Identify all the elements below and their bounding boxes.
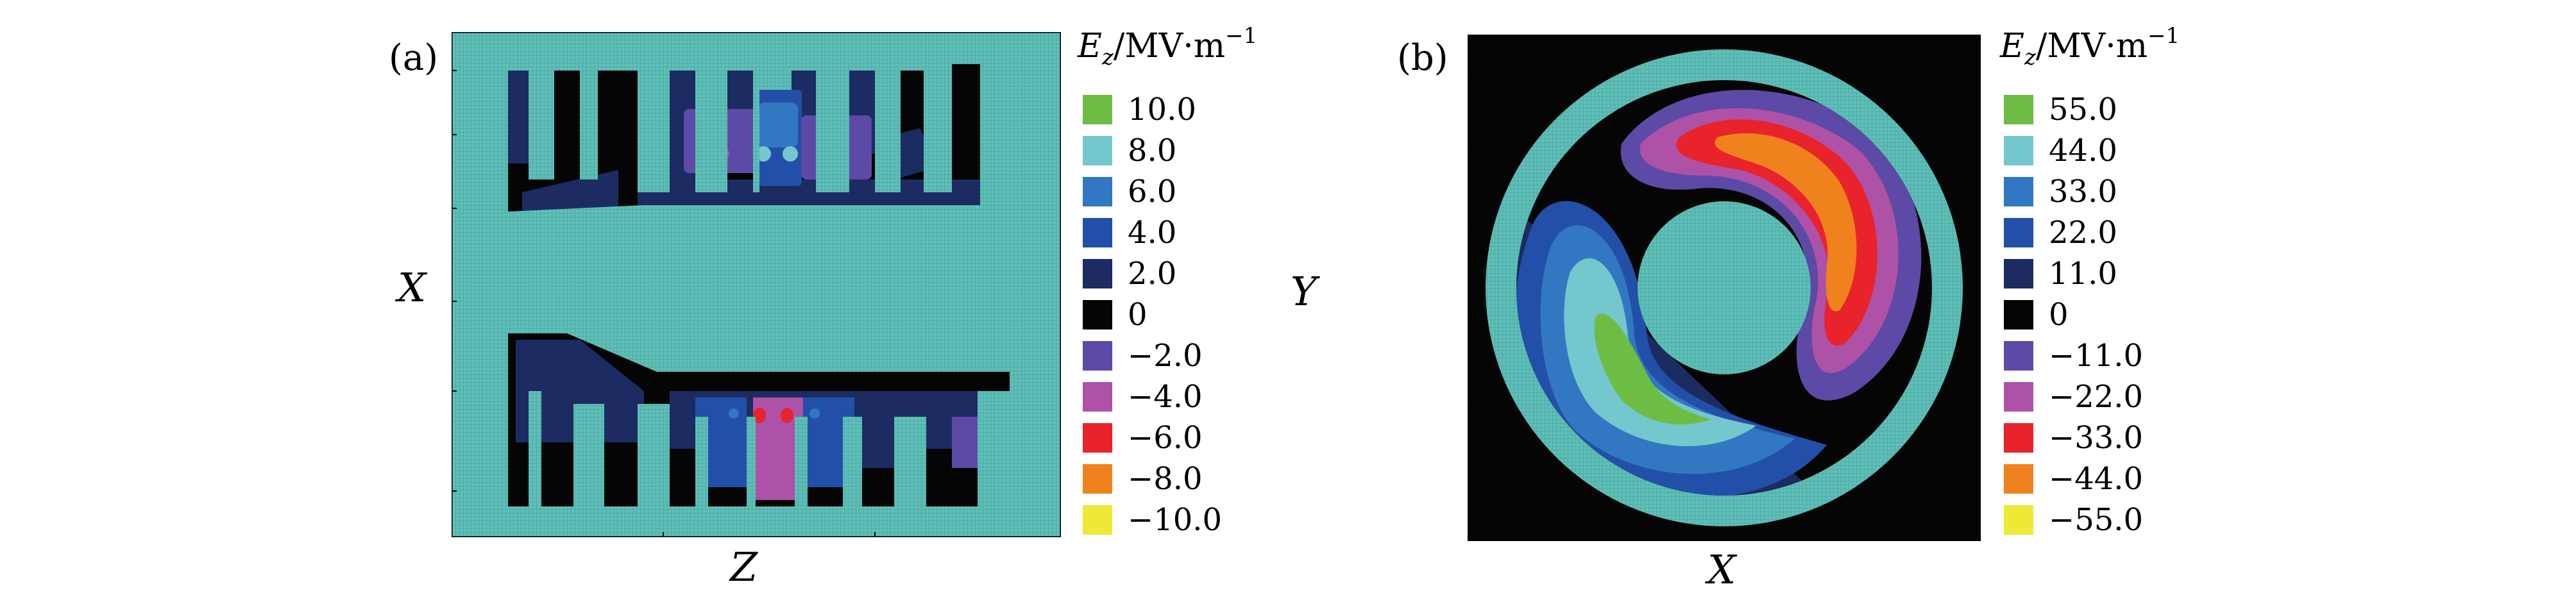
colorbar-swatch xyxy=(1083,341,1112,371)
colorbar-swatch xyxy=(1083,136,1112,165)
panel-a-colorbar-title: Ez/MV·m−1 xyxy=(1078,23,1258,71)
colorbar-swatch xyxy=(1083,300,1112,330)
inner-conductor xyxy=(1638,201,1811,374)
colorbar-swatch xyxy=(2004,464,2033,494)
panel-a-ylabel: X xyxy=(398,264,427,311)
panel-a-xlabel: Z xyxy=(730,544,758,590)
colorbar-label: 44.0 xyxy=(2049,133,2117,169)
colorbar-label: −44.0 xyxy=(2049,461,2144,497)
upper-cavity xyxy=(508,32,1061,231)
colorbar-swatch xyxy=(1083,505,1112,535)
colorbar-label: −11.0 xyxy=(2049,338,2144,374)
colorbar-label: 22.0 xyxy=(2049,215,2117,251)
panel-b-field-plot xyxy=(1468,35,1981,541)
colorbar-label: 33.0 xyxy=(2049,174,2117,210)
colorbar-swatch xyxy=(2004,259,2033,288)
colorbar-label: 10.0 xyxy=(1128,92,1196,128)
colorbar-label: 55.0 xyxy=(2049,92,2117,128)
colorbar-label: −2.0 xyxy=(1128,338,1203,374)
colorbar-label: 2.0 xyxy=(1128,256,1177,292)
panel-b-label: (b) xyxy=(1397,37,1448,79)
colorbar-swatch xyxy=(1083,218,1112,247)
colorbar-swatch xyxy=(2004,382,2033,412)
colorbar-label: 8.0 xyxy=(1128,133,1177,169)
panel-b-ylabel: Y xyxy=(1291,268,1317,315)
colorbar-swatch xyxy=(1083,464,1112,494)
panel-a-field-plot xyxy=(452,32,1061,537)
colorbar-label: 11.0 xyxy=(2049,256,2117,292)
colorbar-swatch xyxy=(2004,300,2033,330)
colorbar-swatch xyxy=(1083,177,1112,206)
colorbar-swatch xyxy=(2004,218,2033,247)
colorbar-swatch xyxy=(1083,259,1112,288)
colorbar-label: −4.0 xyxy=(1128,379,1203,415)
colorbar-label: 0 xyxy=(2049,297,2069,333)
panel-b-xlabel: X xyxy=(1707,546,1736,593)
colorbar-label: 4.0 xyxy=(1128,215,1177,251)
colorbar-swatch xyxy=(2004,177,2033,206)
colorbar-swatch xyxy=(2004,136,2033,165)
colorbar-swatch xyxy=(1083,423,1112,453)
colorbar-swatch xyxy=(1083,95,1112,124)
panel-b-colorbar-title: Ez/MV·m−1 xyxy=(2000,23,2180,71)
panel-a-label: (a) xyxy=(389,37,439,79)
colorbar-label: −55.0 xyxy=(2049,502,2144,538)
beam-tunnel-metal xyxy=(508,205,1010,333)
lower-cavity xyxy=(452,333,1061,537)
colorbar-label: −10.0 xyxy=(1128,502,1223,538)
colorbar-swatch xyxy=(1083,382,1112,412)
colorbar-label: −8.0 xyxy=(1128,461,1203,497)
colorbar-label: −6.0 xyxy=(1128,420,1203,456)
colorbar-swatch xyxy=(2004,423,2033,453)
colorbar-label: −33.0 xyxy=(2049,420,2144,456)
colorbar-label: −22.0 xyxy=(2049,379,2144,415)
colorbar-swatch xyxy=(2004,95,2033,124)
colorbar-swatch xyxy=(2004,341,2033,371)
colorbar-label: 0 xyxy=(1128,297,1148,333)
colorbar-label: 6.0 xyxy=(1128,174,1177,210)
colorbar-swatch xyxy=(2004,505,2033,535)
